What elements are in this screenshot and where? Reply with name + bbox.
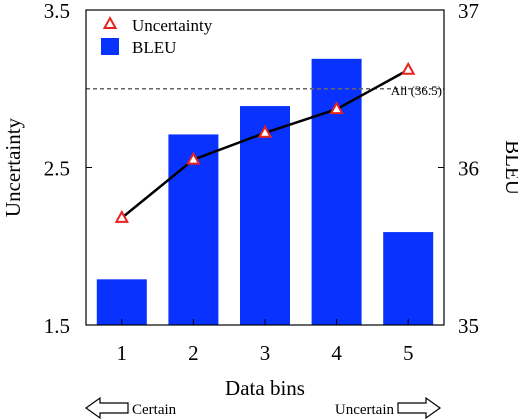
right-axis-label: BLEU: [501, 140, 518, 195]
x-tick-label: 4: [331, 341, 342, 365]
x-tick-label: 2: [188, 341, 199, 365]
uncertain-label: Uncertain: [335, 402, 395, 418]
right-tick-label: 36: [458, 157, 479, 181]
x-axis-label: Data bins: [225, 376, 305, 400]
reference-line-label: All (36.5): [391, 83, 442, 98]
uncertain-arrow-icon: [397, 396, 442, 420]
legend-bleu-swatch: [101, 38, 119, 55]
x-tick-label: 3: [260, 341, 271, 365]
bleu-bar-3: [240, 106, 290, 325]
certain-label: Certain: [132, 402, 177, 418]
uncertainty-point-2: [186, 151, 201, 165]
labels-layer: Data bins Uncertainty BLEU Certain Uncertain: [1, 117, 518, 420]
certain-arrow-icon: [84, 396, 129, 420]
bleu-bar-2: [168, 134, 219, 325]
reference-line-layer: All (36.5): [86, 83, 444, 98]
legend: Uncertainty BLEU: [101, 16, 213, 57]
bleu-bar-5: [383, 232, 434, 325]
legend-uncertainty-label: Uncertainty: [132, 16, 213, 35]
right-tick-label: 35: [458, 314, 479, 338]
right-tick-label: 37: [458, 0, 479, 23]
uncertainty-point-4: [329, 101, 344, 115]
bars-layer: [96, 58, 434, 325]
uncertainty-point-1: [114, 209, 129, 223]
bleu-bar-1: [96, 279, 147, 325]
legend-bleu-label: BLEU: [132, 38, 176, 57]
left-axis-label: Uncertainty: [1, 117, 25, 217]
x-tick-label: 1: [117, 341, 128, 365]
left-tick-label: 2.5: [44, 157, 70, 181]
uncertainty-line-layer: [114, 61, 416, 223]
legend-uncertainty-marker: [102, 16, 118, 29]
left-tick-label: 3.5: [44, 0, 70, 23]
uncertainty-point-5: [401, 61, 416, 75]
ticks-layer: 1.5 2.5 3.5 35 36 37 1 2 3 4 5: [44, 0, 479, 365]
x-tick-label: 5: [403, 341, 414, 365]
left-tick-label: 1.5: [44, 314, 70, 338]
uncertainty-point-3: [257, 124, 273, 138]
